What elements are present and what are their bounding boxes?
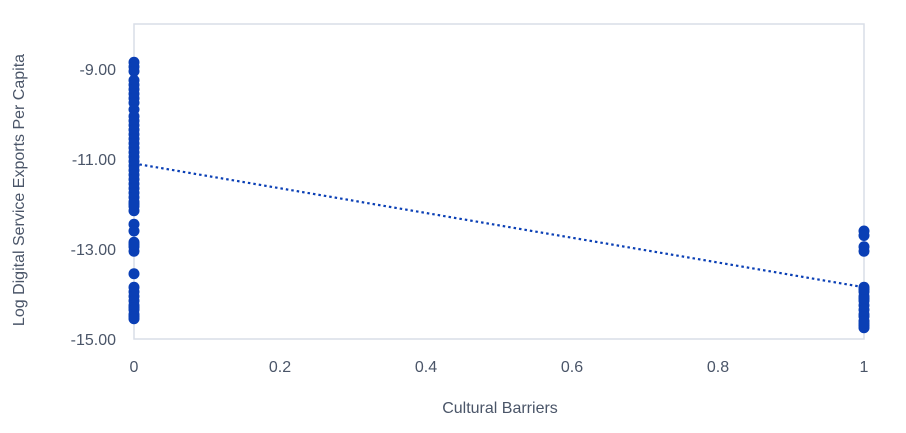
data-point (858, 293, 870, 304)
x-tick-label: 0 (130, 359, 139, 376)
data-point (128, 225, 140, 237)
data-point (858, 317, 870, 329)
y-axis-title: Log Digital Service Exports Per Capita (11, 54, 28, 326)
trendline (133, 162, 865, 289)
data-point (128, 198, 140, 210)
data-point (858, 245, 870, 257)
data-point (128, 239, 140, 250)
data-point (128, 268, 140, 280)
x-tick-label: 0.8 (707, 359, 729, 376)
y-tick-label: -15.00 (71, 332, 116, 349)
y-tick-label: -13.00 (71, 242, 116, 259)
y-axis-ticks: -9.00 -11.00 -13.00 -15.00 (71, 62, 116, 349)
y-tick-label: -9.00 (80, 62, 117, 79)
x-tick-label: 1 (860, 359, 869, 376)
data-points (128, 56, 870, 334)
x-tick-label: 0.6 (561, 359, 583, 376)
data-point (128, 313, 140, 325)
x-axis-ticks: 0 0.2 0.4 0.6 0.8 1 (130, 359, 869, 376)
y-tick-label: -11.00 (72, 152, 116, 169)
x-tick-label: 0.2 (269, 359, 291, 376)
data-point (858, 284, 870, 295)
x-tick-label: 0.4 (415, 359, 437, 376)
x-axis-title: Cultural Barriers (442, 400, 558, 417)
data-point (128, 65, 140, 77)
data-point (858, 230, 870, 241)
